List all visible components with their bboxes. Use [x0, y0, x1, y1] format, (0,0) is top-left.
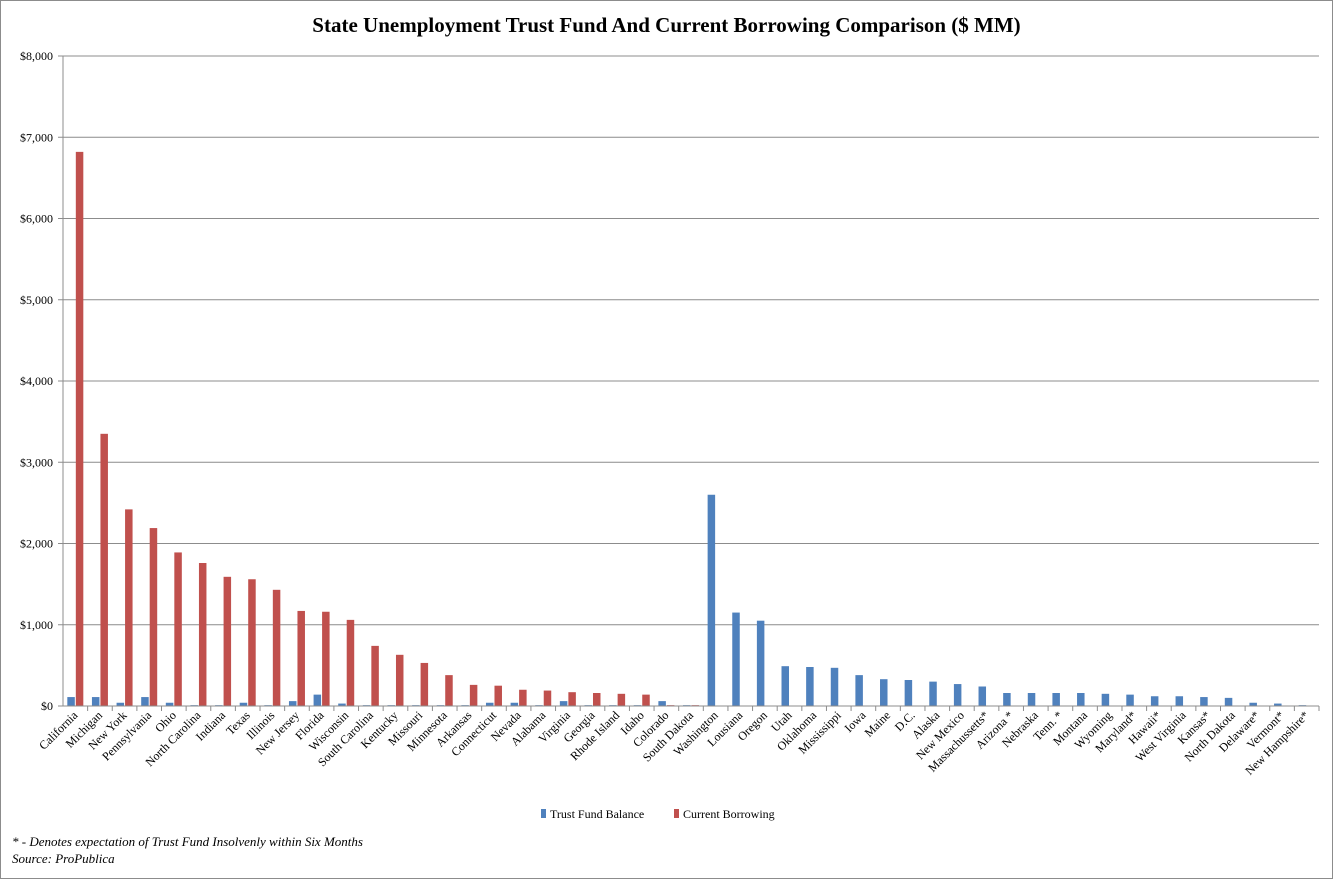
bar-current-borrowing [223, 576, 232, 706]
bar-trust-fund-balance [781, 666, 790, 706]
bar-current-borrowing [149, 528, 158, 706]
y-tick-label: $1,000 [20, 618, 53, 632]
bar-trust-fund-balance [510, 702, 519, 706]
bar-trust-fund-balance [929, 681, 937, 706]
bar-current-borrowing [568, 692, 576, 706]
bar-trust-fund-balance [1077, 693, 1085, 706]
y-tick-label: $8,000 [20, 49, 53, 63]
bar-trust-fund-balance [1027, 693, 1036, 706]
y-tick-label: $0 [41, 699, 53, 713]
bar-trust-fund-balance [904, 680, 913, 706]
bar-current-borrowing [617, 693, 626, 706]
legend: Trust Fund Balance Current Borrowing [541, 807, 775, 821]
bar-current-borrowing [125, 509, 133, 706]
bar-trust-fund-balance [1274, 703, 1282, 706]
bar-trust-fund-balance [978, 686, 987, 706]
bar-trust-fund-balance [707, 494, 716, 706]
bar-trust-fund-balance [756, 620, 765, 706]
bar-current-borrowing [198, 563, 207, 706]
bar-trust-fund-balance [141, 697, 149, 706]
bar-trust-fund-balance [116, 702, 125, 706]
legend-label: Trust Fund Balance [550, 807, 644, 821]
bar-trust-fund-balance [806, 667, 814, 706]
bar-trust-fund-balance [338, 703, 346, 706]
bar-trust-fund-balance [1249, 702, 1257, 706]
bar-current-borrowing [297, 610, 305, 706]
bar-trust-fund-balance [1126, 694, 1134, 706]
bars [67, 151, 1307, 706]
bar-trust-fund-balance [855, 675, 863, 706]
y-tick-label: $4,000 [20, 374, 53, 388]
footnote: * - Denotes expectation of Trust Fund In… [12, 833, 363, 867]
bar-trust-fund-balance [1150, 696, 1159, 706]
bar-trust-fund-balance [165, 702, 174, 706]
bar-current-borrowing [543, 690, 552, 706]
bar-trust-fund-balance [658, 701, 666, 706]
bar-current-borrowing [420, 662, 429, 706]
bar-current-borrowing [174, 552, 182, 706]
bar-current-borrowing [248, 579, 256, 706]
y-tick-label: $5,000 [20, 293, 53, 307]
bar-trust-fund-balance [1200, 697, 1208, 706]
bar-trust-fund-balance [559, 701, 568, 706]
bar-trust-fund-balance [1224, 697, 1233, 706]
axes [58, 55, 1320, 711]
y-tick-label: $7,000 [20, 130, 53, 144]
chart-title: State Unemployment Trust Fund And Curren… [312, 13, 1021, 37]
legend-swatch [541, 809, 546, 818]
footnote-insolvency: * - Denotes expectation of Trust Fund In… [12, 834, 363, 849]
bar-current-borrowing [395, 654, 404, 706]
bar-trust-fund-balance [880, 679, 888, 706]
bar-current-borrowing [75, 151, 84, 706]
legend-label: Current Borrowing [683, 807, 775, 821]
tick-labels: $0 $1,000 $2,000 $3,000 $4,000 $5,000 $6,000 $7… [20, 49, 1312, 778]
footnote-source: Source: ProPublica [12, 851, 115, 866]
bar-trust-fund-balance [1052, 693, 1060, 706]
bar-trust-fund-balance [485, 702, 494, 706]
bar-trust-fund-balance [1003, 693, 1011, 706]
bar-current-borrowing [322, 611, 330, 706]
bar-trust-fund-balance [732, 612, 740, 706]
bar-current-borrowing [469, 684, 478, 706]
bar-current-borrowing [371, 645, 379, 706]
bar-trust-fund-balance [953, 684, 962, 706]
bar-current-borrowing [592, 693, 601, 706]
bar-current-borrowing [519, 689, 527, 706]
bar-trust-fund-balance [1175, 696, 1184, 706]
bar-current-borrowing [272, 589, 281, 706]
y-tick-label: $3,000 [20, 455, 53, 469]
bar-current-borrowing [642, 694, 650, 706]
bar-current-borrowing [494, 685, 502, 706]
bar-trust-fund-balance [1101, 693, 1110, 706]
y-tick-label: $2,000 [20, 537, 53, 551]
bar-trust-fund-balance [67, 697, 75, 706]
legend-swatch [674, 809, 679, 818]
bar-trust-fund-balance [313, 694, 322, 706]
bar-current-borrowing [100, 433, 108, 706]
bar-trust-fund-balance [239, 702, 248, 706]
bar-current-borrowing [445, 675, 453, 706]
y-tick-label: $6,000 [20, 212, 53, 226]
bar-current-borrowing [346, 619, 355, 706]
bar-trust-fund-balance [288, 701, 297, 706]
x-tick-label: Maine [862, 708, 894, 740]
gridlines [63, 55, 1319, 626]
bar-trust-fund-balance [830, 667, 839, 706]
bar-trust-fund-balance [91, 697, 100, 706]
